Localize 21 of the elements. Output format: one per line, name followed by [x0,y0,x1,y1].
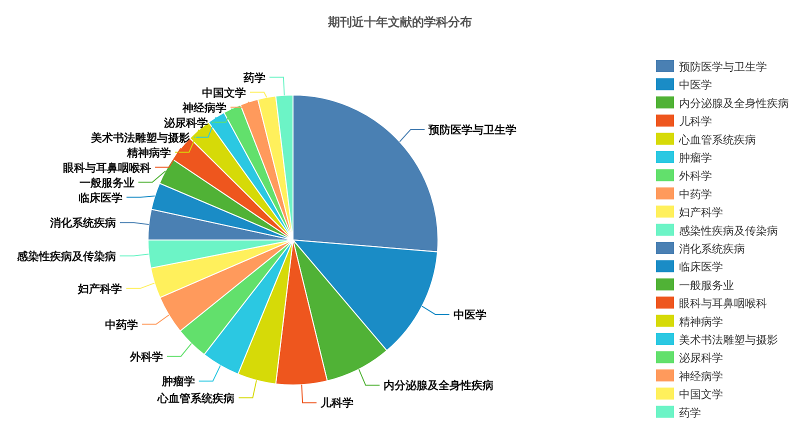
legend-label: 精神病学 [679,315,723,328]
legend-label: 泌尿科学 [679,352,723,365]
legend-label: 内分泌腺及全身性疾病 [679,96,789,110]
legend-label: 眼科与耳鼻咽喉科 [679,297,767,310]
legend-label: 外科学 [679,170,712,183]
legend-label: 消化系统疾病 [679,242,745,256]
legend-label: 药学 [679,406,701,420]
legend-label: 儿科学 [679,115,712,128]
legend-label: 心血管系统疾病 [678,133,756,146]
title: 期刊近十年文献的学科分布 [328,15,472,29]
legend-label: 神经病学 [679,370,723,383]
legend-label: 一般服务业 [679,278,734,292]
legend-label: 肿瘤学 [679,152,712,164]
legend-label: 感染性疾病及传染病 [679,224,778,238]
legend-label: 临床医学 [679,260,723,274]
legend-label: 中国文学 [679,388,723,402]
legend-label: 美术书法雕塑与摄影 [679,334,778,346]
legend-label: 中药学 [679,188,712,201]
legend-label: 中医学 [679,78,712,92]
legend-label: 妇产科学 [679,206,723,220]
legend-label: 预防医学与卫生学 [679,60,767,74]
